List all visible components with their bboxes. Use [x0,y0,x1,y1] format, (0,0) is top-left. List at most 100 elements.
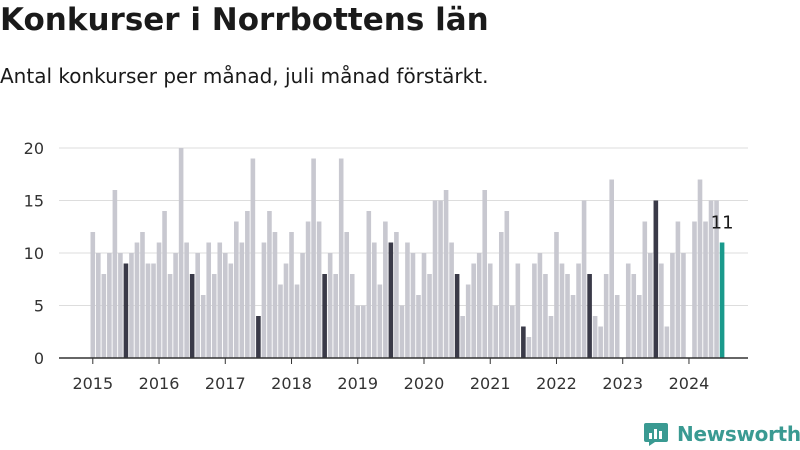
bar-july [454,274,460,358]
bar [338,158,344,358]
bar [675,221,681,358]
bar [581,200,587,358]
bar [708,200,714,358]
y-tick-label: 10 [24,244,44,263]
bar [228,263,234,358]
bar [222,253,228,358]
bar [498,232,504,358]
bar [410,253,416,358]
bar [598,326,603,358]
bar [245,211,250,358]
x-tick-label: 2017 [205,374,246,393]
bar-july [653,200,659,358]
bar [554,232,559,358]
bar [504,211,510,358]
x-tick-label: 2015 [72,374,113,393]
bar-july [587,274,592,358]
bar [697,179,703,358]
bar [443,190,449,358]
bar [432,200,438,358]
bar [145,263,151,358]
bar [570,295,576,358]
bar [394,232,399,358]
bar [283,263,289,358]
bar-july [123,263,129,358]
bar [250,158,256,358]
bar [664,326,670,358]
bar [96,253,101,358]
bar [211,274,217,358]
bar [118,253,123,358]
bar [515,263,521,358]
bar [609,179,614,358]
x-tick-label: 2020 [404,374,445,393]
bar [703,221,708,358]
bar [200,295,206,358]
bar [184,242,189,358]
latest-value-label: 11 [711,213,734,234]
bar [206,242,212,358]
bar [631,274,637,358]
bar [333,274,338,358]
bar [438,200,443,358]
bar [360,305,366,358]
bar [278,284,283,358]
x-tick-label: 2022 [536,374,577,393]
bar [156,242,162,358]
bar-july [521,326,526,358]
bar [476,253,482,358]
bar [576,263,581,358]
bar [162,211,167,358]
bar [510,305,515,358]
bar [559,263,565,358]
bar [692,221,697,358]
x-tick-label: 2016 [139,374,180,393]
bar [129,253,134,358]
bar [659,263,664,358]
bar [636,295,642,358]
y-tick-label: 5 [34,297,44,316]
bar [372,242,377,358]
bar-july [256,316,261,358]
y-tick-label: 15 [24,192,44,211]
bar [90,232,96,358]
bar [195,253,200,358]
newsworthy-logo-icon [644,423,668,446]
bar [300,253,305,358]
bar [272,232,278,358]
bar [603,274,609,358]
bar [327,253,333,358]
x-tick-label: 2024 [669,374,710,393]
bar-july [189,274,195,358]
bar [294,284,300,358]
bar [405,242,410,358]
bar [681,253,686,358]
bar [642,221,648,358]
y-tick-label: 20 [24,139,44,158]
bar [670,253,675,358]
bar [234,221,239,358]
bar [101,274,107,358]
bar-july [322,274,327,358]
bar [366,211,372,358]
bar [487,263,493,358]
bar [614,295,620,358]
brand-name: Newsworthy [677,422,800,446]
bar [383,221,388,358]
bar [532,263,537,358]
bar [565,274,570,358]
chart-title: Konkurser i Norrbottens län [0,2,489,38]
bar [305,221,311,358]
bar [714,200,719,358]
bar-latest [719,242,725,358]
newsworthy-logo: Newsworthy [643,420,800,448]
chart-subtitle: Antal konkurser per månad, juli månad fö… [0,64,489,88]
y-tick-label: 0 [34,349,44,368]
bar [548,316,554,358]
bar [349,274,355,358]
bar [261,242,267,358]
x-tick-label: 2023 [602,374,643,393]
bar [355,305,361,358]
bar [344,232,350,358]
